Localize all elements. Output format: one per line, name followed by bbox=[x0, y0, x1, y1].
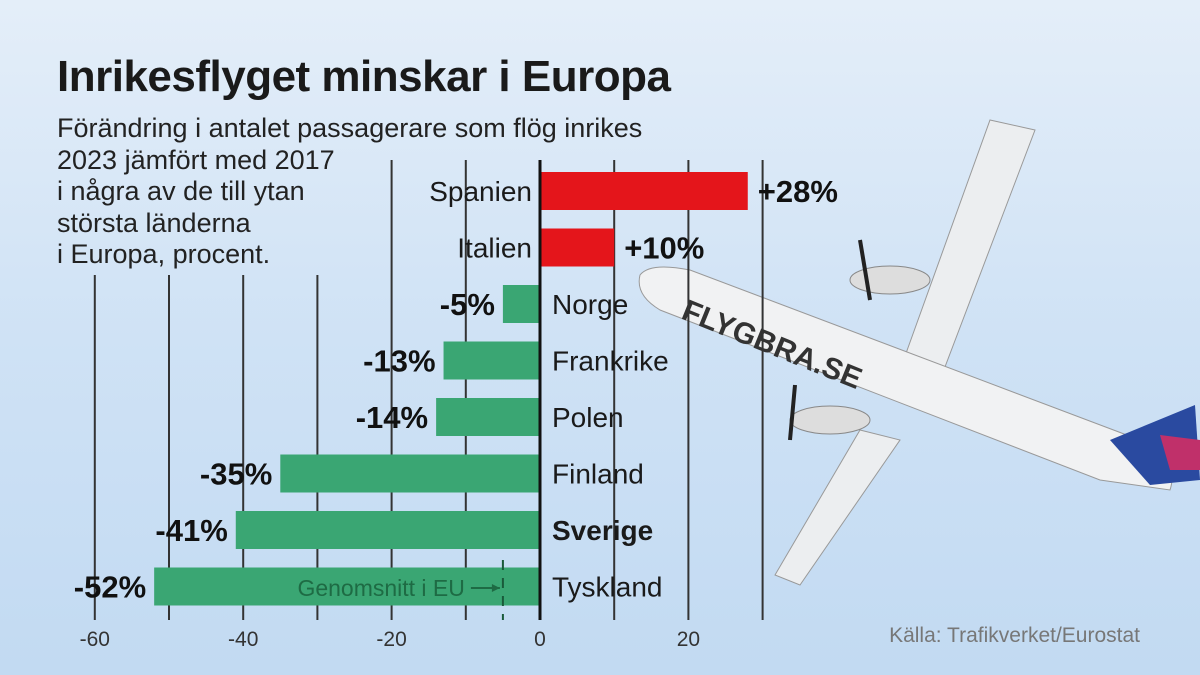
subtitle-line: i några av de till ytan bbox=[57, 176, 305, 206]
x-tick-label: -60 bbox=[80, 628, 110, 651]
chart-subtitle: Förändring i antalet passagerare som flö… bbox=[57, 113, 757, 271]
bar-sverige bbox=[235, 511, 540, 549]
value-label: -13% bbox=[363, 344, 435, 379]
bar-frankrike bbox=[443, 341, 540, 380]
bar-polen bbox=[436, 398, 540, 436]
eu-average-reference: Genomsnitt i EU bbox=[297, 560, 504, 620]
subtitle-line: 2023 jämfört med 2017 bbox=[57, 144, 335, 175]
source-note: Källa: Trafikverket/Eurostat bbox=[889, 624, 1140, 647]
category-label: Finland bbox=[552, 459, 644, 490]
category-label: Spanien bbox=[429, 176, 532, 207]
x-tick-label: 0 bbox=[534, 628, 546, 651]
x-tick-label: 20 bbox=[677, 628, 700, 651]
value-label: +10% bbox=[624, 231, 704, 266]
eu-average-label: Genomsnitt i EU bbox=[297, 575, 464, 601]
category-label: Frankrike bbox=[552, 346, 669, 377]
chart-title: Inrikesflyget minskar i Europa bbox=[57, 52, 671, 101]
value-label: +28% bbox=[758, 174, 838, 209]
x-tick-label: -20 bbox=[376, 628, 406, 651]
value-label: -52% bbox=[74, 570, 146, 605]
category-label: Tyskland bbox=[552, 572, 663, 603]
bar-spanien bbox=[540, 172, 748, 210]
category-label: Polen bbox=[552, 402, 624, 433]
category-label: Norge bbox=[552, 289, 628, 320]
subtitle-line: Förändring i antalet passagerare som flö… bbox=[57, 113, 643, 143]
bar-tyskland bbox=[154, 567, 540, 606]
value-label: -5% bbox=[440, 287, 495, 322]
subtitle-line: största länderna bbox=[57, 207, 251, 238]
subtitle-line: i Europa, procent. bbox=[57, 239, 271, 269]
value-label: -35% bbox=[200, 457, 272, 492]
x-tick-label: -40 bbox=[228, 628, 258, 651]
arrow-head-icon bbox=[491, 584, 500, 592]
bar-finland bbox=[280, 454, 540, 493]
bar-norge bbox=[502, 285, 540, 323]
value-label: -14% bbox=[356, 400, 428, 435]
category-label: Italien bbox=[457, 233, 532, 264]
category-label: Sverige bbox=[552, 515, 653, 546]
value-label: -41% bbox=[155, 513, 227, 548]
bar-italien bbox=[540, 228, 615, 267]
